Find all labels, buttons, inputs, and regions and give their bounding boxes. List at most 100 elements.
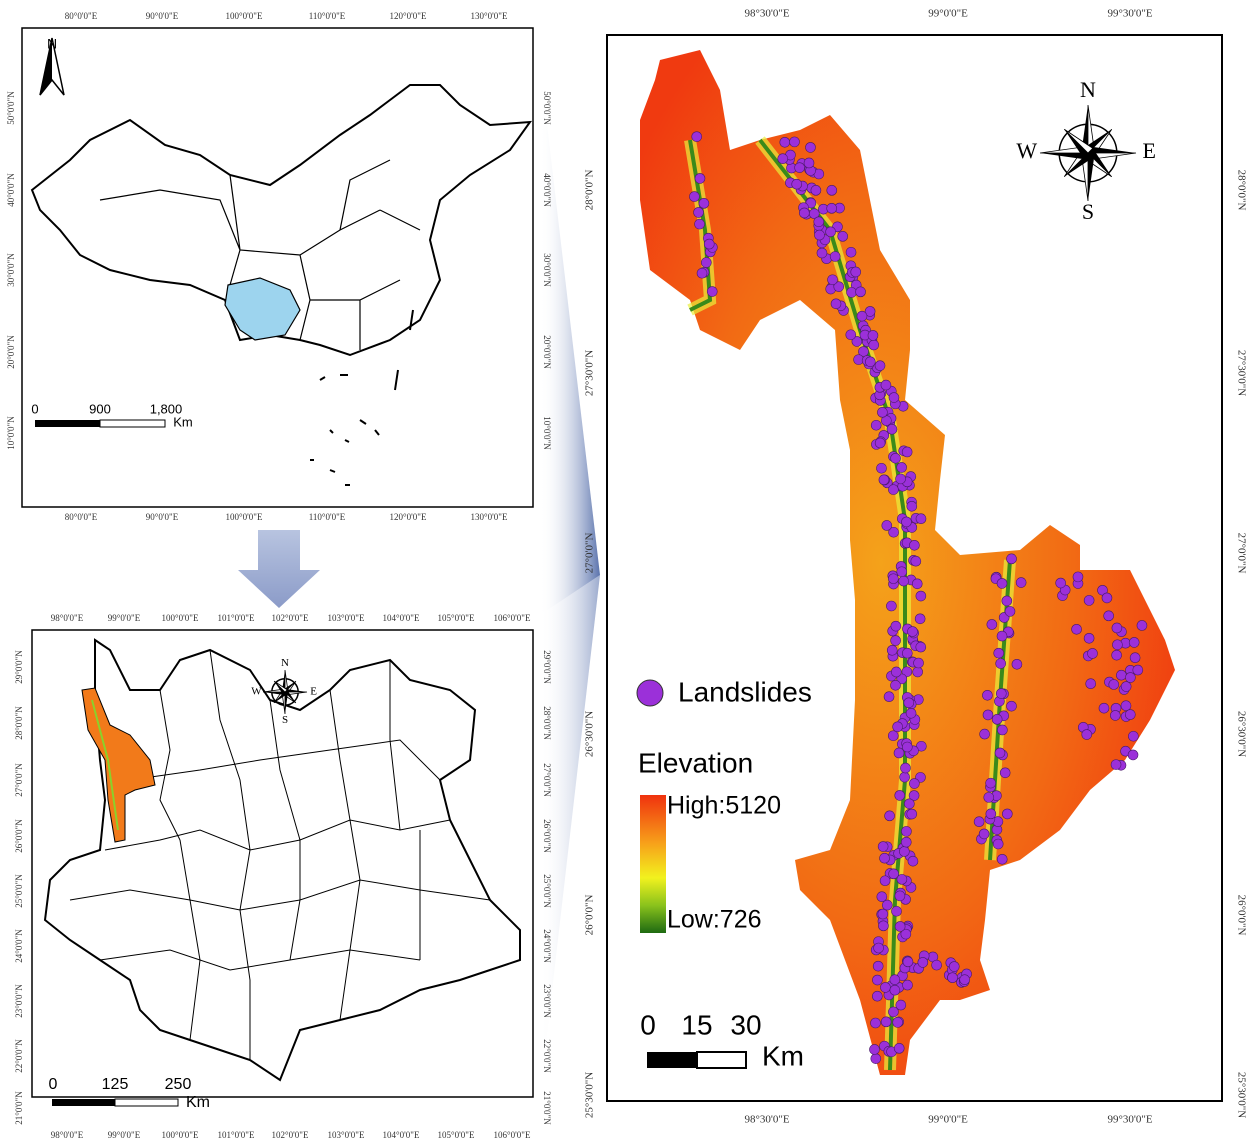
lon-label: 99°30'0"E bbox=[1107, 1114, 1152, 1126]
landslide-point bbox=[813, 216, 825, 228]
landslide-point bbox=[900, 928, 912, 940]
lon-label: 101°0'0"E bbox=[218, 613, 255, 623]
lon-label: 106°0'0"E bbox=[494, 613, 531, 623]
landslide-point bbox=[799, 207, 810, 219]
landslide-point bbox=[833, 281, 845, 292]
landslide-point bbox=[870, 419, 882, 431]
lon-label: 103°0'0"E bbox=[328, 613, 365, 623]
landslide-point bbox=[876, 462, 887, 474]
landslide-point bbox=[914, 613, 926, 625]
landslide-point bbox=[983, 792, 995, 803]
landslide-point bbox=[694, 218, 705, 230]
landslide-point bbox=[915, 641, 927, 653]
landslide-point bbox=[896, 874, 908, 885]
landslide-point bbox=[898, 575, 909, 587]
landslide-point bbox=[900, 836, 912, 848]
compass-label: S bbox=[282, 714, 288, 726]
landslide-point bbox=[888, 573, 899, 585]
landslide-point bbox=[911, 578, 923, 590]
lat-label: 21°0'0"N bbox=[542, 1091, 552, 1125]
landslide-point bbox=[1129, 652, 1141, 664]
lon-label: 90°0'0"E bbox=[146, 11, 179, 21]
landslide-point bbox=[889, 984, 901, 996]
zoom-funnel bbox=[540, 575, 600, 1095]
landslide-point bbox=[888, 526, 899, 538]
lon-label: 105°0'0"E bbox=[438, 1130, 475, 1140]
compass-label: S bbox=[1082, 199, 1094, 224]
scale-bar bbox=[647, 1052, 697, 1068]
lon-label: 99°0'0"E bbox=[108, 613, 141, 623]
landslide-point bbox=[888, 1006, 899, 1018]
landslide-point bbox=[1071, 623, 1082, 635]
landslide-point bbox=[892, 721, 903, 733]
landslide-point bbox=[874, 437, 886, 449]
landslide-point bbox=[1081, 729, 1093, 740]
lat-label: 50°0'0"N bbox=[6, 91, 16, 125]
landslide-point bbox=[872, 960, 884, 972]
landslide-point bbox=[868, 339, 880, 351]
lat-label: 23°0'0"N bbox=[542, 984, 552, 1018]
yunnan-highlight bbox=[224, 277, 301, 341]
compass-label: E bbox=[310, 686, 317, 698]
landslide-point bbox=[907, 626, 918, 637]
lon-label: 98°0'0"E bbox=[51, 613, 84, 623]
landslide-point bbox=[896, 566, 908, 578]
landslide-point bbox=[896, 462, 907, 473]
landslide-point bbox=[1101, 592, 1113, 604]
landslide-point bbox=[917, 957, 929, 968]
landslide-point bbox=[696, 267, 708, 279]
compass-label: W bbox=[251, 686, 262, 698]
lat-label: 25°0'0"N bbox=[542, 874, 552, 908]
rose-point bbox=[281, 670, 285, 692]
lat-label: 25°30'0"N bbox=[1235, 1072, 1247, 1118]
landslide-point bbox=[691, 131, 703, 142]
lat-label: 26°0'0"N bbox=[584, 895, 596, 936]
compass-label: N bbox=[1080, 77, 1096, 102]
landslide-point bbox=[877, 407, 888, 418]
landslide-point bbox=[947, 972, 958, 984]
lat-label: 28°0'0"N bbox=[1235, 170, 1247, 211]
lon-label: 120°0'0"E bbox=[390, 11, 427, 21]
compass-label: E bbox=[1142, 138, 1155, 163]
landslide-point bbox=[1001, 595, 1013, 607]
landslide-point bbox=[791, 178, 803, 190]
landslide-point bbox=[876, 891, 888, 902]
landslide-point bbox=[995, 688, 1007, 699]
landslide-point bbox=[899, 846, 910, 857]
landslide-point bbox=[913, 657, 924, 669]
landslide-point bbox=[901, 647, 913, 659]
landslide-point bbox=[948, 961, 960, 972]
landslide-point bbox=[979, 728, 990, 740]
landslide-point bbox=[894, 790, 906, 801]
scale-bar bbox=[696, 1051, 747, 1069]
compass-label: W bbox=[1016, 138, 1037, 163]
scale-label: 250 bbox=[165, 1076, 192, 1093]
landslide-point bbox=[886, 600, 897, 612]
landslide-point bbox=[888, 484, 899, 495]
down-arrow bbox=[238, 530, 320, 608]
landslide-point bbox=[882, 899, 893, 911]
lat-label: 27°0'0"N bbox=[584, 533, 596, 574]
lon-label: 120°0'0"E bbox=[390, 512, 427, 522]
landslide-point bbox=[865, 356, 876, 368]
lon-label: 98°30'0"E bbox=[744, 1114, 789, 1126]
landslide-point bbox=[794, 162, 805, 173]
lat-label: 40°0'0"N bbox=[6, 173, 16, 207]
lat-label: 50°0'0"N bbox=[542, 91, 552, 125]
legend-low: Low:726 bbox=[667, 906, 762, 934]
landslide-point bbox=[886, 423, 898, 435]
landslide-point bbox=[1125, 672, 1136, 683]
scale-label: 0 bbox=[640, 1009, 656, 1040]
landslide-point bbox=[985, 777, 996, 789]
landslide-point bbox=[895, 473, 906, 485]
landslide-point bbox=[907, 855, 919, 867]
lat-label: 21°0'0"N bbox=[14, 1091, 24, 1125]
landslide-point bbox=[845, 246, 857, 258]
landslide-point bbox=[881, 520, 893, 531]
landslide-point bbox=[837, 231, 849, 242]
lon-label: 102°0'0"E bbox=[272, 1130, 309, 1140]
rose-point bbox=[1088, 153, 1095, 201]
landslide-point bbox=[915, 513, 927, 525]
legend-landslide-symbol bbox=[636, 679, 664, 707]
landslide-point bbox=[899, 771, 910, 783]
